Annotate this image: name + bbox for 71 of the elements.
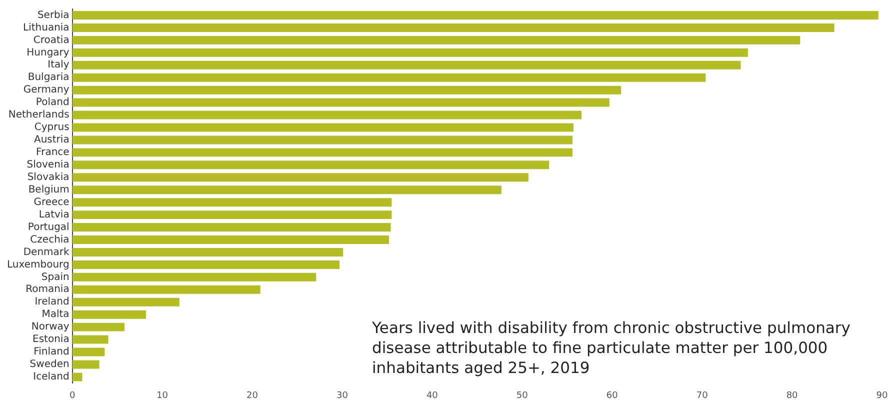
- annotation: Years lived with disability from chronic obstructive pulmonary disease attributable to fine particulate matter per 100,000 inhabitants aged 25+, 2019: [372, 318, 852, 378]
- bar: [72, 86, 622, 94]
- bar: [72, 60, 741, 70]
- bar: [72, 210, 392, 220]
- bar: [72, 23, 834, 32]
- y-tick-label: France: [36, 147, 70, 158]
- y-tick-label: Slovenia: [26, 160, 70, 171]
- y-tick-label: Germany: [23, 84, 70, 96]
- x-tick-label: 0: [69, 390, 76, 401]
- x-tick-label: 30: [336, 390, 348, 401]
- y-tick-label: Hungary: [26, 47, 70, 58]
- y-tick-label: Lithuania: [22, 22, 70, 34]
- bar: [72, 360, 100, 369]
- y-tick-label: Denmark: [23, 246, 70, 258]
- bar: [72, 198, 392, 207]
- x-tick-label: 20: [246, 390, 258, 401]
- y-tick-label: Austria: [34, 134, 70, 146]
- y-tick-label: Bulgaria: [28, 72, 70, 84]
- bar: [72, 136, 573, 144]
- bar: [72, 98, 610, 107]
- y-tick-label: Romania: [26, 284, 70, 296]
- y-tick-label: Croatia: [33, 34, 70, 46]
- y-tick-label: Portugal: [28, 222, 70, 233]
- bar: [72, 48, 748, 57]
- bar: [72, 223, 391, 232]
- x-tick-label: 80: [786, 390, 798, 401]
- y-tick-label: Netherlands: [8, 110, 70, 121]
- x-tick-label: 10: [156, 390, 168, 401]
- bar: [72, 10, 878, 20]
- y-tick-label: Sweden: [30, 359, 70, 370]
- bar: [72, 236, 389, 244]
- bar: [72, 372, 82, 382]
- bar: [72, 110, 582, 120]
- y-tick-label: Malta: [42, 309, 70, 320]
- bar: [72, 148, 573, 157]
- bar: [72, 160, 550, 170]
- y-tick-label: Norway: [31, 322, 70, 333]
- bar: [72, 298, 180, 306]
- bar: [72, 248, 344, 256]
- y-tick-label: Spain: [41, 272, 70, 283]
- bar: [72, 335, 108, 344]
- bar: [72, 260, 340, 269]
- y-tick-label: Cyprus: [34, 122, 70, 134]
- x-tick-label: 40: [426, 390, 438, 401]
- y-tick-label: Serbia: [37, 10, 70, 21]
- x-tick-label: 50: [516, 390, 528, 401]
- y-tick-label: Iceland: [33, 372, 70, 383]
- bar: [72, 186, 502, 194]
- x-tick-label: 70: [696, 390, 708, 401]
- y-tick-label: Luxembourg: [6, 259, 70, 270]
- y-tick-label: Ireland: [34, 296, 70, 308]
- y-tick-label: Estonia: [32, 334, 70, 346]
- y-tick-label: Czechia: [30, 234, 70, 246]
- y-tick-label: Poland: [36, 97, 70, 108]
- bar: [72, 348, 105, 356]
- bar: [72, 123, 574, 132]
- x-tick-label: 60: [606, 390, 618, 401]
- x-tick-label: 90: [876, 390, 888, 401]
- y-tick-label: Italy: [48, 60, 70, 71]
- bar: [72, 272, 316, 282]
- bar: [72, 36, 800, 44]
- y-tick-label: Slovakia: [27, 172, 70, 183]
- bar: [72, 73, 706, 82]
- y-tick-label: Finland: [34, 346, 70, 358]
- bar: [72, 322, 125, 332]
- y-tick-label: Latvia: [38, 209, 70, 220]
- y-tick-label: Greece: [34, 196, 70, 208]
- bar: [72, 285, 260, 294]
- bar: [72, 310, 146, 319]
- bar: [72, 173, 528, 182]
- y-tick-label: Belgium: [28, 184, 70, 196]
